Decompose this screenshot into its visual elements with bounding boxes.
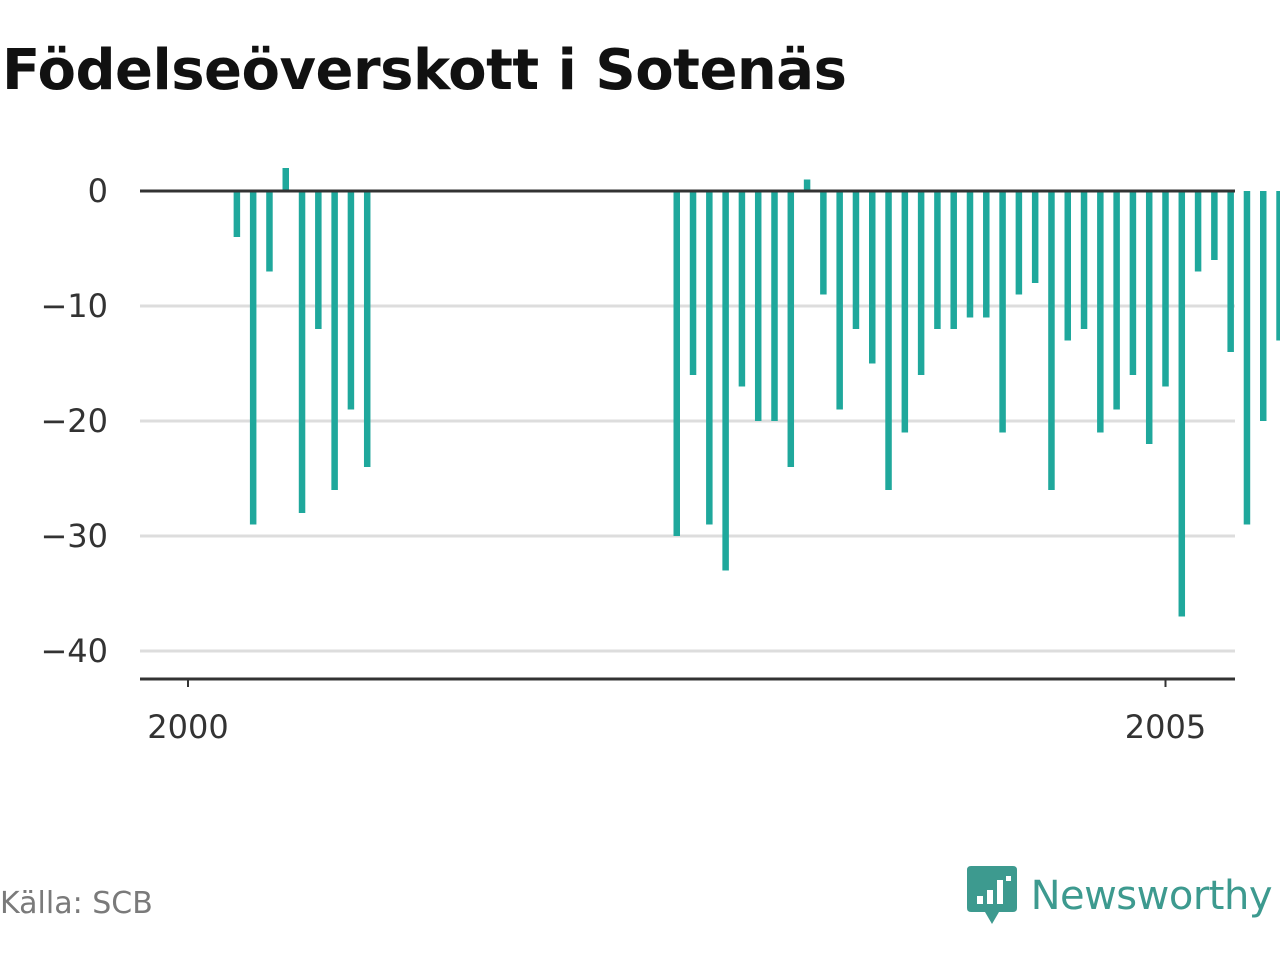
axes: 0−10−20−30−40200020052010201520202025 [40, 172, 1235, 746]
bar [1113, 191, 1120, 410]
bar [1129, 191, 1137, 375]
bar [1276, 191, 1280, 341]
bar [1227, 191, 1234, 352]
bar [1064, 191, 1071, 341]
brand-logo: Newsworthy [966, 866, 1273, 926]
bar [315, 191, 322, 329]
bar [1178, 191, 1186, 617]
bar [1194, 191, 1202, 272]
x-tick-label: 2005 [1125, 708, 1206, 746]
y-tick-label: −30 [40, 517, 108, 555]
bar [934, 191, 941, 329]
brand-name: Newsworthy [1030, 873, 1273, 919]
bar [966, 191, 974, 318]
bar [249, 191, 257, 525]
bars [233, 168, 1280, 617]
bar [901, 191, 909, 433]
bar [885, 191, 892, 490]
y-tick-label: −20 [40, 402, 108, 440]
bar [1015, 191, 1023, 295]
bar [1260, 191, 1267, 421]
bar [738, 191, 746, 387]
bar [917, 191, 925, 375]
bar [331, 191, 338, 490]
bar [706, 191, 713, 525]
bar [1048, 191, 1055, 490]
bar [347, 191, 355, 410]
bar [1162, 191, 1169, 387]
bar [1097, 191, 1104, 433]
bar [852, 191, 860, 329]
bar [836, 191, 843, 410]
bar [820, 191, 827, 295]
bar [233, 191, 241, 237]
bar [282, 168, 289, 191]
source-label: Källa: SCB [0, 886, 153, 921]
y-tick-label: −40 [40, 632, 108, 670]
bar [950, 191, 957, 329]
bar [363, 191, 371, 467]
newsworthy-logo-icon [966, 866, 1017, 924]
bar [983, 191, 990, 318]
y-tick-label: 0 [88, 172, 108, 210]
bar [787, 191, 795, 467]
bar [869, 191, 876, 364]
chart-title: Födelseöverskott i Sotenäs [2, 38, 847, 103]
bar [1211, 191, 1218, 260]
bar [1080, 191, 1088, 329]
y-tick-label: −10 [40, 287, 108, 325]
bar [754, 191, 762, 421]
bar [722, 191, 729, 571]
bar [803, 179, 811, 191]
bar [1243, 191, 1251, 525]
bar [673, 191, 680, 536]
bar [771, 191, 778, 421]
x-tick-label: 2000 [147, 708, 228, 746]
bar [298, 191, 306, 513]
bar-chart: 0−10−20−30−40200020052010201520202025 [40, 168, 1280, 746]
bar [689, 191, 697, 375]
bar [1031, 191, 1039, 283]
bar [1145, 191, 1153, 444]
bar [999, 191, 1006, 433]
bar [266, 191, 273, 272]
